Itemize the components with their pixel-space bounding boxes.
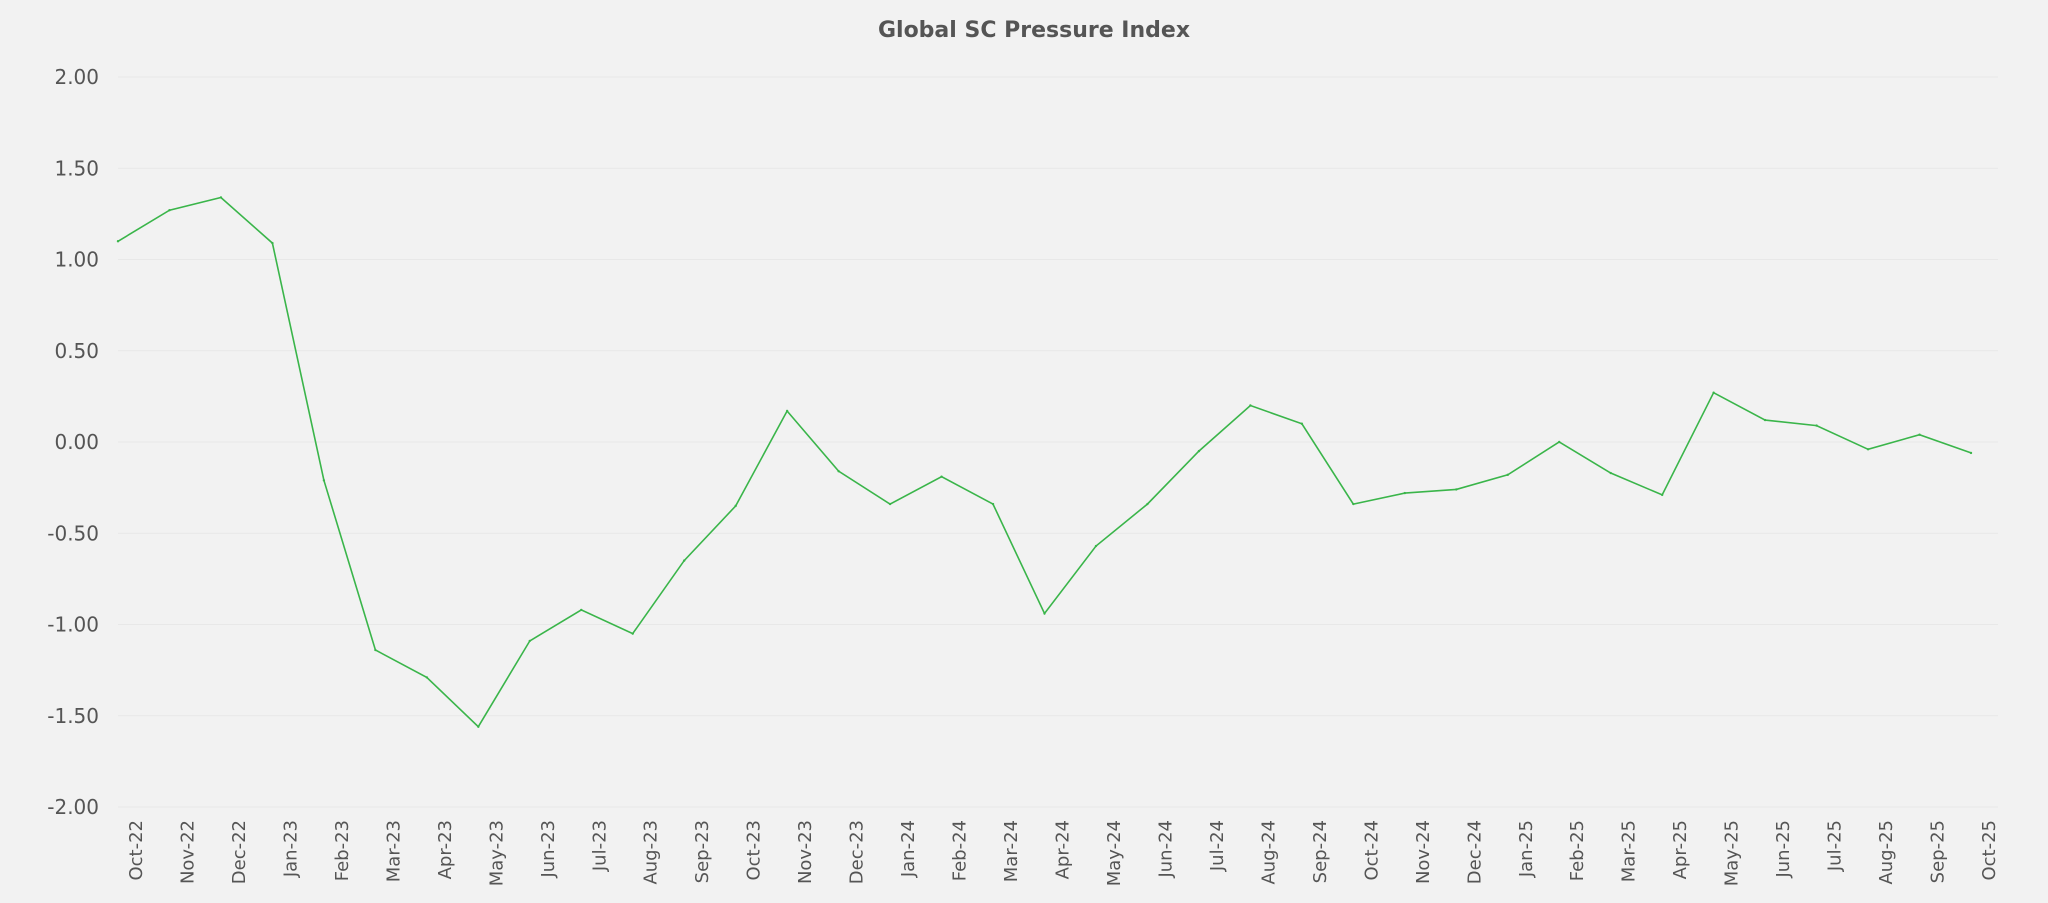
- x-tick-label: Jun-24: [1155, 820, 1176, 879]
- x-tick-label: Jan-25: [1516, 820, 1537, 878]
- y-tick-label: -0.50: [47, 521, 99, 545]
- data-point: [940, 475, 943, 478]
- data-point: [477, 725, 480, 728]
- x-tick-label: May-23: [486, 820, 507, 886]
- data-point: [837, 470, 840, 473]
- y-tick-label: 1.00: [54, 248, 99, 272]
- x-tick-label: Sep-24: [1310, 820, 1331, 883]
- data-point: [116, 240, 120, 243]
- data-point: [1094, 544, 1098, 548]
- data-point: [528, 639, 531, 643]
- x-tick-label: Nov-22: [177, 820, 198, 884]
- data-point: [682, 559, 686, 562]
- data-point: [374, 648, 377, 652]
- chart-title: Global SC Pressure Index: [877, 18, 1191, 43]
- data-point: [785, 409, 789, 413]
- x-tick-label: Sep-23: [692, 820, 713, 883]
- x-tick-label: Dec-23: [847, 820, 868, 884]
- x-tick-label: May-24: [1104, 820, 1125, 886]
- data-point: [1866, 448, 1870, 451]
- x-tick-label: Oct-22: [126, 820, 147, 881]
- x-tick-label: Aug-23: [641, 820, 662, 885]
- x-tick-label: Oct-25: [1979, 820, 2000, 881]
- y-tick-label: -1.00: [47, 613, 99, 637]
- x-tick-label: Mar-24: [1001, 820, 1022, 882]
- data-point: [1712, 391, 1715, 394]
- data-point: [580, 608, 583, 612]
- data-point: [271, 241, 274, 245]
- x-tick-label: May-25: [1722, 820, 1743, 886]
- x-tick-label: Jul-24: [1207, 820, 1228, 872]
- data-point: [1609, 471, 1612, 475]
- data-point: [991, 502, 995, 506]
- data-point: [1815, 424, 1818, 427]
- data-point: [1660, 493, 1664, 497]
- y-tick-label: -1.50: [47, 704, 99, 728]
- x-tick-label: Oct-24: [1361, 820, 1382, 881]
- x-tick-label: Mar-23: [383, 820, 404, 882]
- x-tick-label: Apr-24: [1053, 820, 1074, 879]
- x-tick-label: Dec-22: [229, 820, 250, 884]
- x-tick-label: Nov-24: [1413, 820, 1434, 884]
- y-tick-label: -2.00: [47, 795, 99, 819]
- data-point: [734, 504, 737, 508]
- data-point: [1403, 491, 1407, 495]
- data-point: [1455, 488, 1458, 491]
- y-tick-label: 0.50: [54, 339, 99, 363]
- x-tick-label: Apr-23: [435, 820, 456, 879]
- data-point: [888, 502, 892, 506]
- x-tick-label: Jun-23: [538, 820, 559, 879]
- data-point: [1352, 502, 1355, 506]
- data-point: [1969, 451, 1973, 455]
- x-tick-label: Jul-25: [1825, 820, 1846, 872]
- y-tick-label: 0.00: [54, 430, 99, 454]
- data-point: [1558, 440, 1561, 444]
- series-line: [117, 196, 1972, 728]
- x-tick-label: Feb-25: [1567, 820, 1588, 881]
- x-tick-label: Mar-25: [1619, 820, 1640, 882]
- data-point: [1249, 404, 1252, 407]
- x-tick-label: Apr-25: [1670, 820, 1691, 879]
- x-tick-label: Jan-24: [898, 820, 919, 878]
- x-tick-label: Nov-23: [795, 820, 816, 884]
- x-tick-label: Jun-25: [1773, 820, 1794, 879]
- data-point: [1763, 418, 1767, 422]
- data-point: [1300, 422, 1304, 425]
- data-point: [1506, 473, 1509, 477]
- x-tick-label: Aug-25: [1876, 820, 1897, 885]
- data-point: [425, 676, 429, 679]
- x-tick-label: Feb-24: [950, 820, 971, 881]
- data-point: [1146, 502, 1149, 506]
- x-tick-label: Oct-23: [744, 820, 765, 881]
- x-tick-label: Jul-23: [589, 820, 610, 872]
- data-point: [168, 209, 171, 212]
- data-point: [1043, 612, 1046, 615]
- data-point: [322, 479, 326, 482]
- y-tick-label: 1.50: [54, 156, 99, 180]
- data-point: [219, 196, 223, 199]
- x-tick-label: Sep-25: [1928, 820, 1949, 883]
- data-point: [1197, 449, 1201, 453]
- data-point: [631, 632, 634, 635]
- x-tick-label: Aug-24: [1258, 820, 1279, 885]
- x-tick-label: Feb-23: [332, 820, 353, 881]
- data-point: [1918, 433, 1921, 436]
- y-tick-label: 2.00: [54, 65, 99, 89]
- x-tick-label: Dec-24: [1464, 820, 1485, 884]
- x-tick-label: Jan-23: [280, 820, 301, 878]
